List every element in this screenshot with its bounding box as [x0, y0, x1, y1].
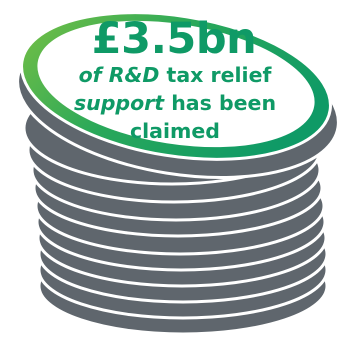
claimed-amount: £3.5bn	[91, 14, 257, 64]
caption-line-1: of R&D tax relief	[60, 61, 290, 89]
caption-line-1-italic: of R&D	[78, 63, 160, 87]
caption-text: of R&D tax relief support has been claim…	[60, 61, 290, 145]
caption-line-3: claimed	[130, 119, 220, 143]
caption-line-1-rest: tax relief	[159, 63, 272, 87]
caption-line-2: support has been	[60, 89, 290, 117]
caption-line-2-rest: has been	[164, 91, 277, 115]
caption-line-2-italic: support	[73, 91, 165, 115]
top-coin	[16, 11, 340, 179]
